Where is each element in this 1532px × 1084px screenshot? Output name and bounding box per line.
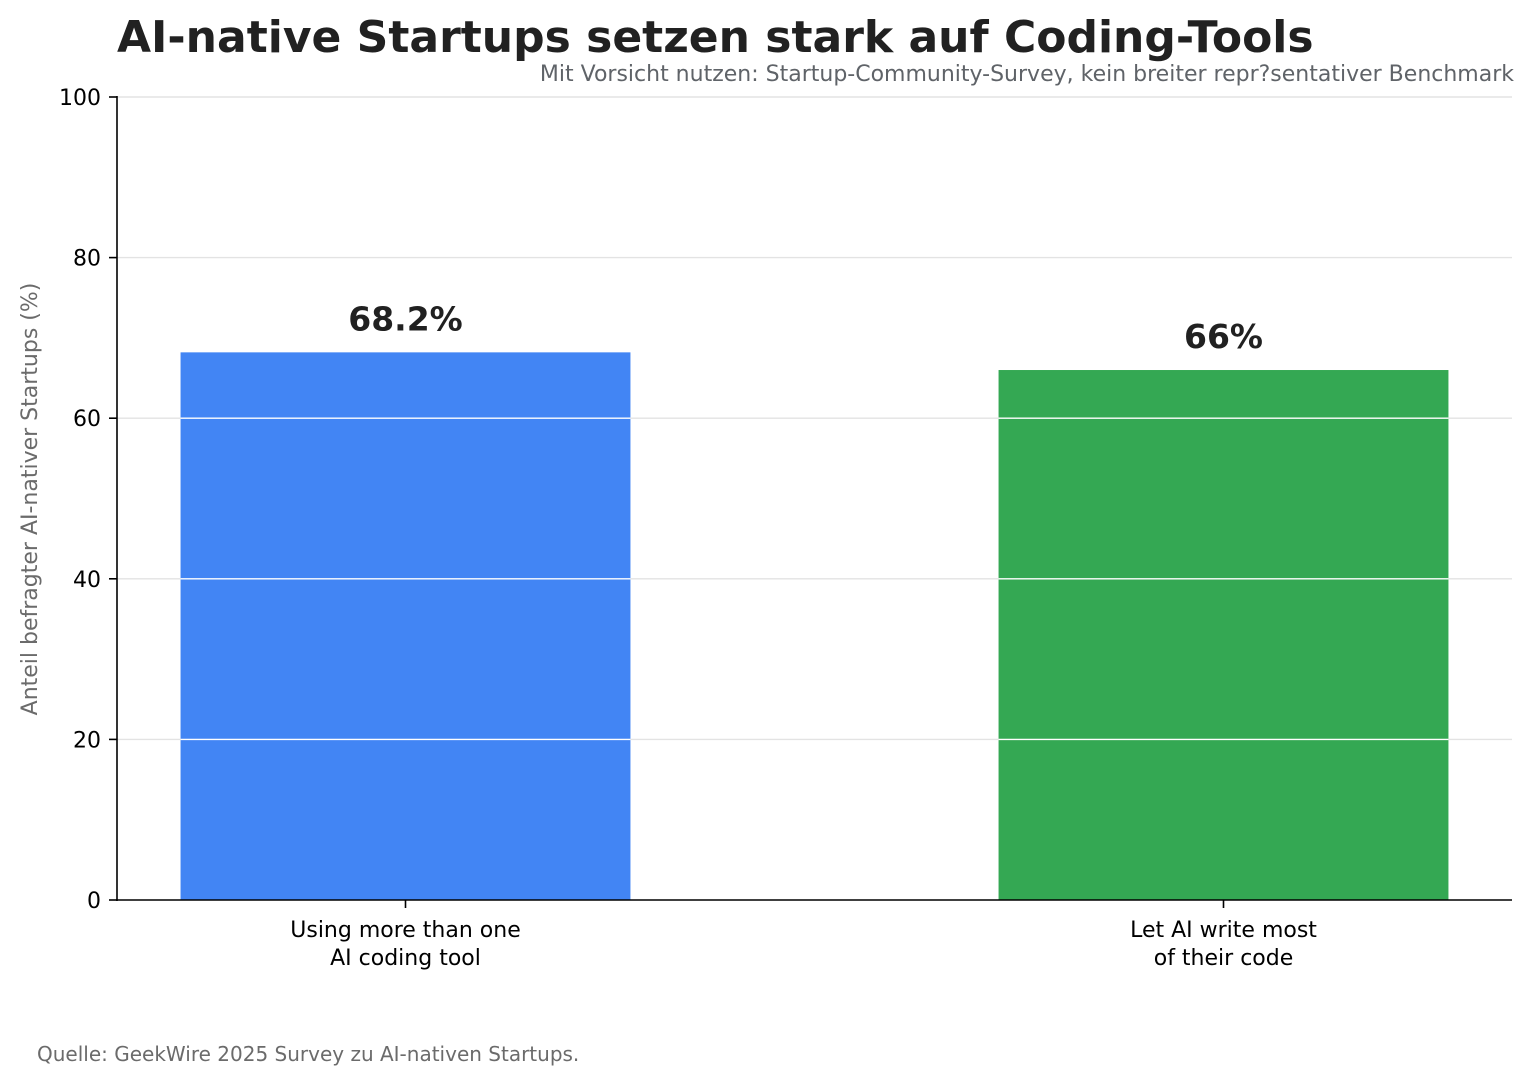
- bars: [180, 352, 1449, 900]
- chart-title: AI-native Startups setzen stark auf Codi…: [117, 12, 1314, 63]
- x-tick-label: AI coding tool: [330, 946, 481, 971]
- y-axis-label: Anteil befragter AI-nativer Startups (%): [18, 283, 43, 716]
- y-tick-label: 80: [73, 247, 101, 272]
- y-tick-label: 40: [73, 568, 101, 593]
- bar-gridline-overlay: [180, 417, 1449, 741]
- x-tick-label: Let AI write most: [1130, 918, 1317, 943]
- bar: [998, 370, 1449, 900]
- y-tick-label: 100: [59, 86, 101, 111]
- y-tick-label: 60: [73, 407, 101, 432]
- source-note: Quelle: GeekWire 2025 Survey zu AI-nativ…: [37, 1042, 579, 1066]
- x-tick-label: Using more than one: [290, 918, 520, 943]
- bar-value-label: 66%: [1184, 317, 1263, 356]
- bar: [180, 352, 631, 900]
- axes: [116, 96, 1512, 901]
- chart-subtitle: Mit Vorsicht nutzen: Startup-Community-S…: [540, 62, 1514, 87]
- bar-value-label: 68.2%: [348, 299, 463, 338]
- y-tick-label: 0: [87, 889, 101, 914]
- axis-ticks: 0 20 40 60 80 100 Using more than one AI coding…: [59, 86, 1317, 971]
- x-tick-label: of their code: [1154, 946, 1294, 971]
- y-tick-label: 20: [73, 728, 101, 753]
- data-labels: 68.2% 66%: [348, 299, 1263, 356]
